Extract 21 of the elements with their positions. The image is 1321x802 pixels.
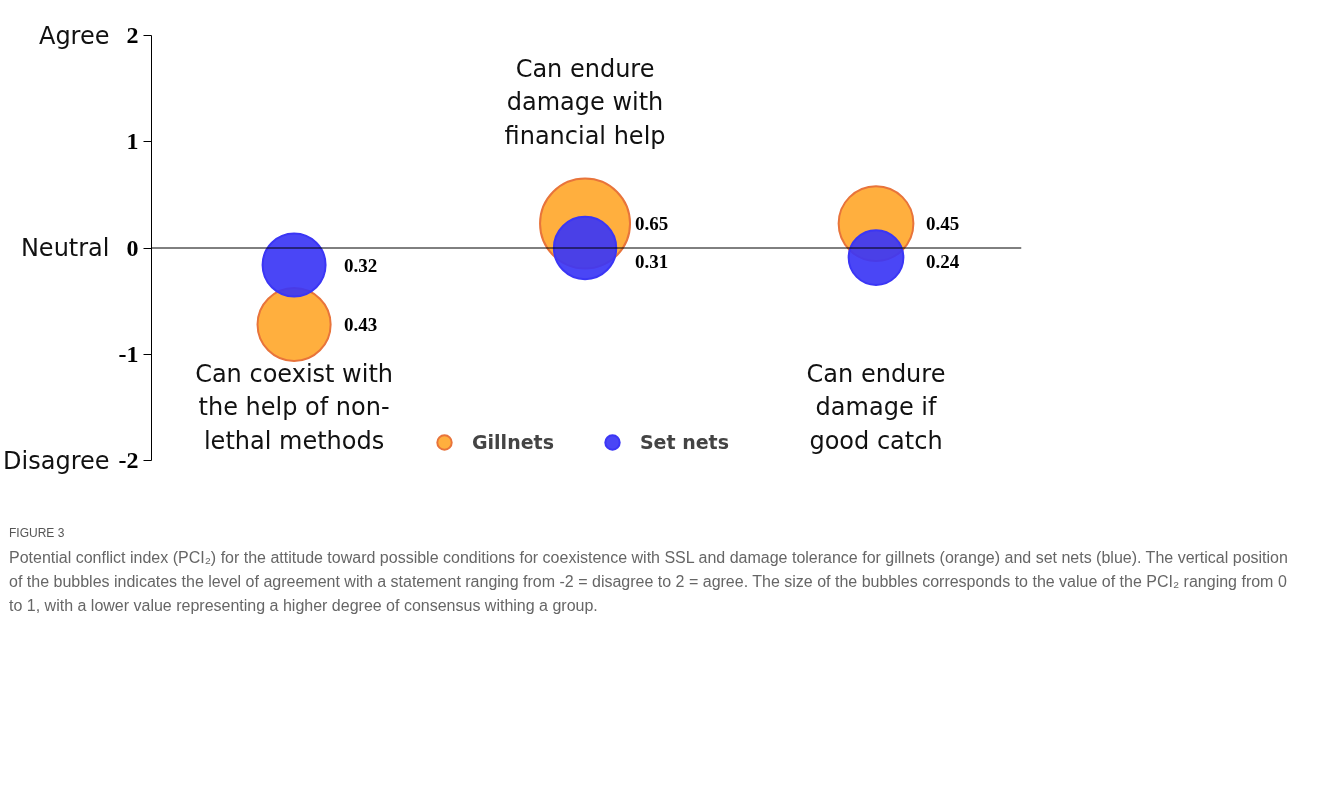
y-tick-label: 1 (126, 128, 139, 155)
caption: FIGURE 3 (9, 525, 66, 542)
y-tick-label: 0 (126, 234, 139, 261)
annotation: 0.32 (344, 254, 378, 276)
y-tick-label: 2 (126, 22, 139, 48)
y-tick-label: -2 (118, 447, 139, 473)
y-tick-label: -1 (118, 340, 139, 367)
annotation: 0.31 (635, 250, 669, 272)
annotation: 0.24 (926, 250, 960, 272)
x-tick-label: Can coexist with the help of non-lethal methods (195, 359, 393, 455)
annotation: 0.65 (635, 213, 669, 235)
annotation: 0.43 (344, 314, 378, 335)
x-tick-label: Can endure damage with financial help (504, 54, 666, 151)
text: Disagree (3, 446, 110, 475)
text: Potential conflict index (PCI₂) for the attitude toward possible conditions for coexistence with SSL and damage tolerance for gillnets (orange) and set nets (blue). The vertical position of the bubbles indicates the level of agreement with a statement ranging from -2 = disagree to 2 = agree. The size of the bubbles corresponds to the value of the PCI₂ ranging from 0 to 1, with a lower value representing a higher degree of consensus withing a group. (9, 548, 1289, 617)
text: Agree (38, 21, 110, 50)
legend-label: Gillnets (472, 431, 554, 453)
text: Neutral (20, 234, 110, 262)
annotation: 0.45 (926, 213, 960, 235)
x-tick-label: Can endure damage if good catch (806, 359, 946, 455)
legend-label: Set nets (639, 431, 730, 453)
